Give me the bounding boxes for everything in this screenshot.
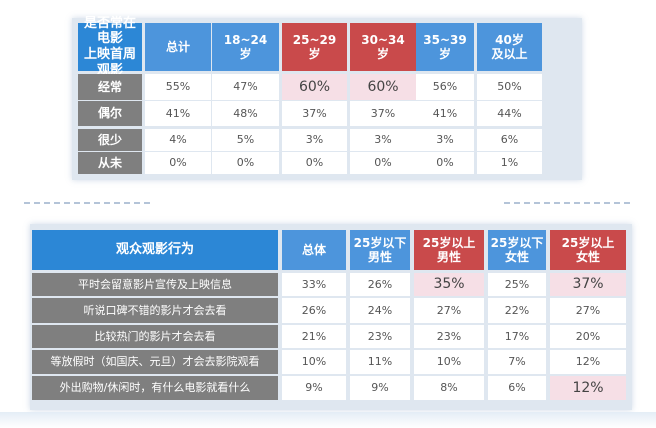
- table2-cell: 23%: [414, 325, 484, 348]
- table1-col-header: 25~29 岁: [282, 23, 347, 71]
- table2-cell: 6%: [488, 376, 546, 400]
- table1-col-header: 35~39 岁: [416, 23, 474, 71]
- table2-cell: 22%: [488, 298, 546, 323]
- table2-row-label: 听说口碑不错的影片才会去看: [32, 298, 278, 323]
- table1-cell: 41%: [416, 101, 474, 126]
- table2-cell: 26%: [350, 273, 410, 296]
- table2-cell: 35%: [414, 273, 484, 296]
- table2-cell: 12%: [550, 376, 626, 400]
- table-viewing-behavior: 观众观影行为 总体 25岁以下 男性 25岁以上 男性 25岁以下 女性 25岁以上 女性…: [30, 224, 632, 410]
- table2-cell: 25%: [488, 273, 546, 296]
- table2-col-header: 25岁以下 男性: [350, 230, 410, 270]
- table1-cell: 3%: [416, 129, 474, 151]
- table2-col-header: 25岁以上 女性: [550, 230, 626, 270]
- table1-row-label: 从未: [78, 152, 142, 174]
- table1-cell: 50%: [477, 74, 542, 100]
- table1-cell: 1%: [477, 152, 542, 174]
- table1-cell: 0%: [350, 152, 416, 174]
- table1-cell: 47%: [212, 74, 279, 100]
- table2-cell: 17%: [488, 325, 546, 348]
- table2-cell: 8%: [414, 376, 484, 400]
- table1-cell: 41%: [145, 101, 211, 126]
- table1-col-header: 18~24 岁: [212, 23, 279, 71]
- table2-cell: 21%: [282, 325, 346, 348]
- table1-cell: 60%: [282, 74, 347, 100]
- table2-cell: 10%: [414, 350, 484, 374]
- table2-cell: 26%: [282, 298, 346, 323]
- table2-cell: 7%: [488, 350, 546, 374]
- table1-col-header: 总计: [145, 23, 211, 71]
- table1-cell: 3%: [282, 129, 347, 151]
- table2-cell: 37%: [550, 273, 626, 296]
- table1-cell: 55%: [145, 74, 211, 100]
- table2-cell: 33%: [282, 273, 346, 296]
- table2-col-header: 25岁以下 女性: [488, 230, 546, 270]
- table1-row-label: 经常: [78, 74, 142, 100]
- table2-cell: 20%: [550, 325, 626, 348]
- table1-cell: 4%: [145, 129, 211, 151]
- table2-cell: 11%: [350, 350, 410, 374]
- table2-cell: 9%: [282, 376, 346, 400]
- table1-row-label: 很少: [78, 129, 142, 151]
- table1-cell: 0%: [145, 152, 211, 174]
- table1-cell: 56%: [416, 74, 474, 100]
- table2-cell: 12%: [550, 350, 626, 374]
- table1-cell: 0%: [282, 152, 347, 174]
- table2-row-label: 平时会留意影片宣传及上映信息: [32, 273, 278, 296]
- table2-cell: 27%: [414, 298, 484, 323]
- table1-cell: 0%: [212, 152, 279, 174]
- table2-row-label: 比较热门的影片才会去看: [32, 325, 278, 348]
- table2-cell: 9%: [350, 376, 410, 400]
- divider-right: [504, 202, 630, 204]
- table2-row-label: 等放假时（如国庆、元旦）才会去影院观看: [32, 350, 278, 374]
- table1-cell: 37%: [282, 101, 347, 126]
- table2-cell: 24%: [350, 298, 410, 323]
- table2-row-label: 外出购物/休闲时，有什么电影就看什么: [32, 376, 278, 400]
- table1-corner-header: 是否常在电影 上映首周观影: [78, 16, 142, 78]
- table2-corner-header: 观众观影行为: [32, 230, 278, 270]
- table1-row-label: 偶尔: [78, 101, 142, 126]
- table1-cell: 5%: [212, 129, 279, 151]
- table1-cell: 60%: [350, 74, 416, 100]
- table1-cell: 0%: [416, 152, 474, 174]
- table1-cell: 44%: [477, 101, 542, 126]
- table2-col-header: 25岁以上 男性: [414, 230, 484, 270]
- table1-col-header: 40岁 及以上: [477, 23, 542, 71]
- table2-cell: 10%: [282, 350, 346, 374]
- table2-cell: 27%: [550, 298, 626, 323]
- table1-cell: 6%: [477, 129, 542, 151]
- table1-cell: 37%: [350, 101, 416, 126]
- table2-col-header: 总体: [282, 230, 346, 270]
- table1-cell: 48%: [212, 101, 279, 126]
- divider-left: [24, 202, 150, 204]
- table1-col-header: 30~34 岁: [350, 23, 416, 71]
- bottom-fade: [0, 412, 656, 428]
- table1-cell: 3%: [350, 129, 416, 151]
- table-first-week-viewing: 是否常在电影 上映首周观影 总计 18~24 岁 25~29 岁 30~34 岁 35~3…: [72, 16, 582, 180]
- table2-cell: 23%: [350, 325, 410, 348]
